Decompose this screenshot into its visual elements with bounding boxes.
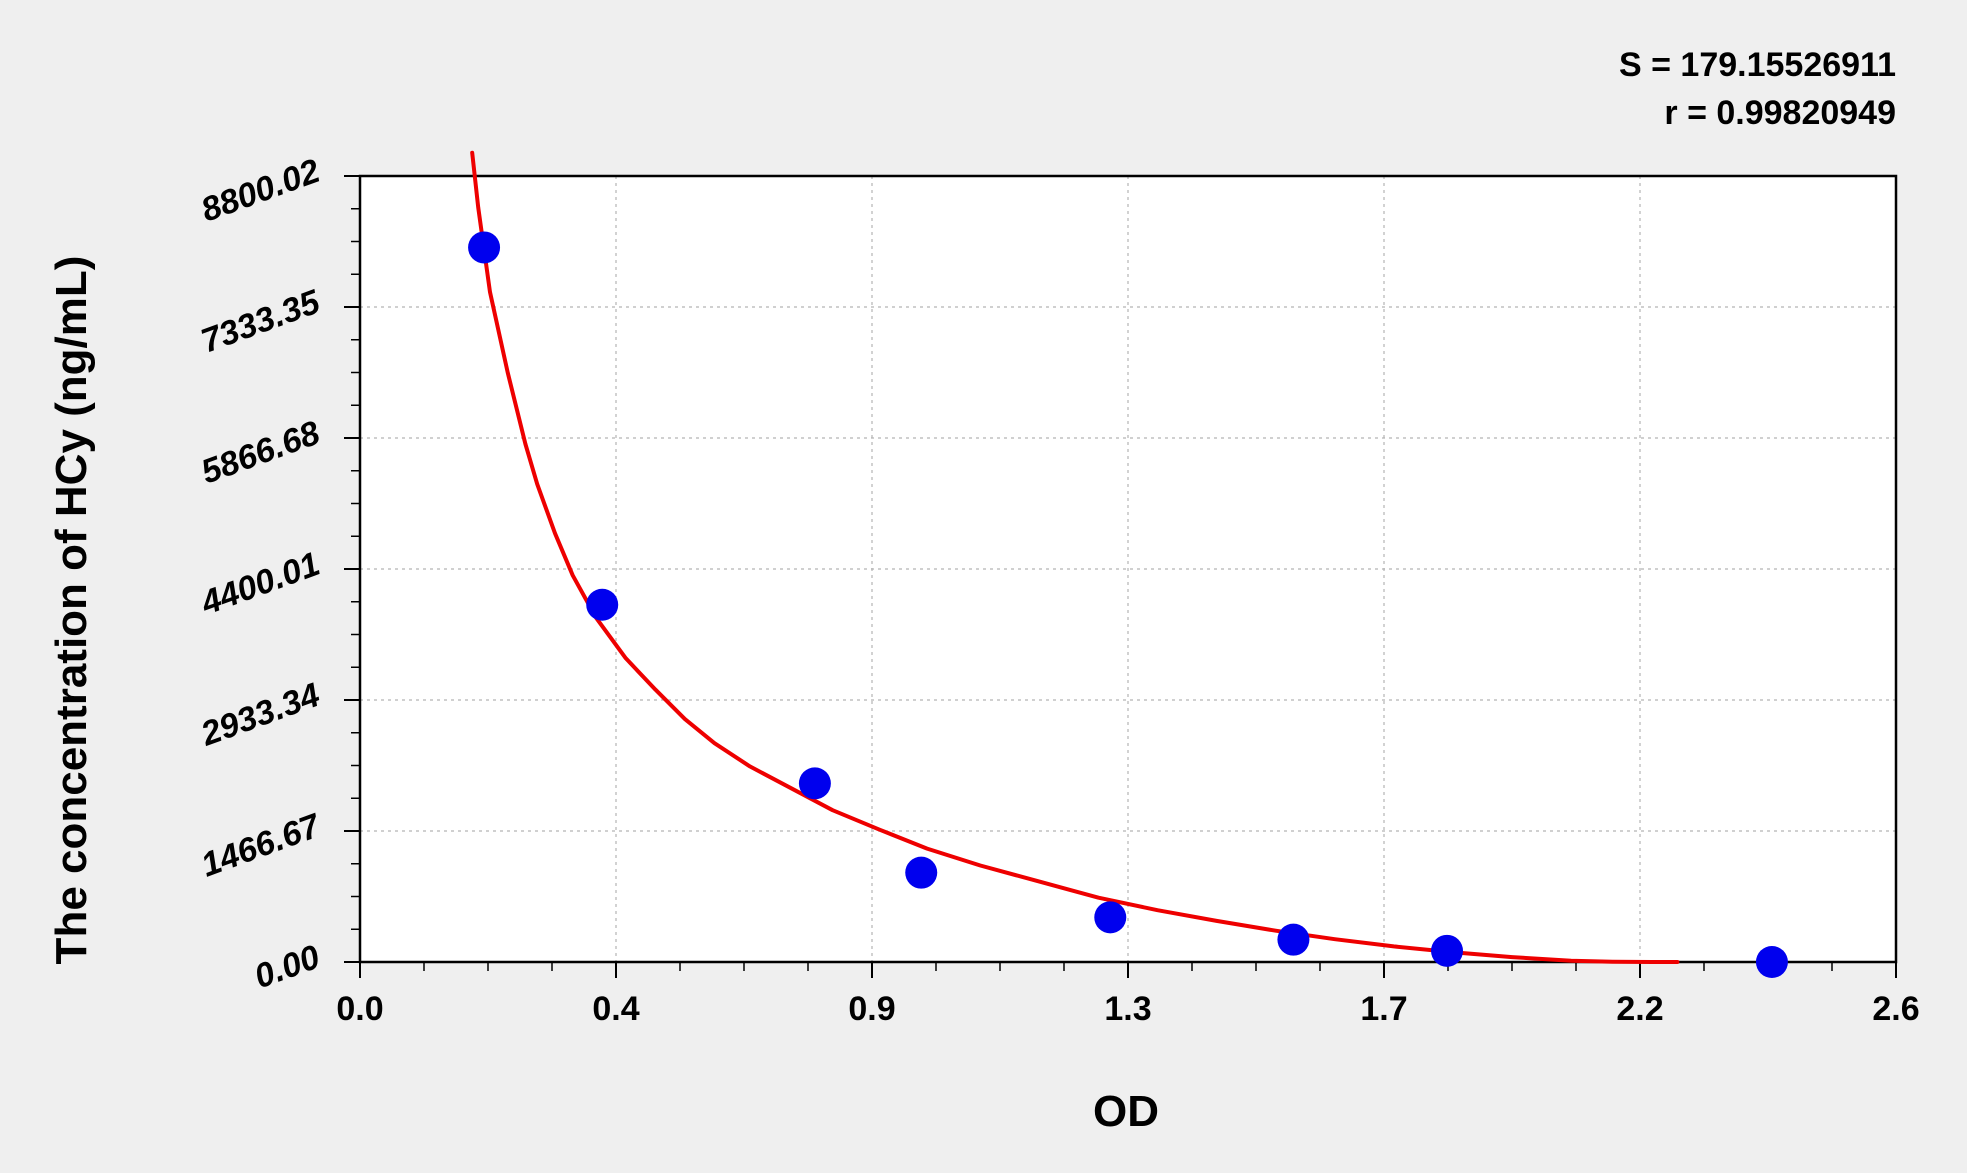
x-tick-label: 0.9: [848, 990, 895, 1028]
grid-lines: [360, 176, 1896, 962]
y-tick-label: 2933.34: [195, 676, 325, 754]
x-tick-label: 2.6: [1872, 990, 1919, 1028]
y-tick-label: 4400.01: [195, 545, 324, 623]
x-axis-title: OD: [1093, 1087, 1159, 1136]
data-point: [1431, 934, 1464, 967]
r-statistic: r = 0.99820949: [1664, 94, 1896, 132]
data-point: [468, 231, 501, 264]
data-series: [468, 150, 1788, 978]
x-tick-label: 2.2: [1616, 990, 1663, 1028]
major-ticks: [344, 175, 1897, 978]
data-point: [1755, 946, 1788, 978]
data-point: [586, 588, 619, 621]
y-tick-label: 0.00: [250, 938, 325, 996]
y-tick-label: 1466.67: [196, 806, 326, 884]
x-tick-label: 0.0: [336, 990, 383, 1028]
x-tick-label: 0.4: [592, 990, 639, 1028]
y-tick-label: 5866.68: [196, 414, 325, 492]
y-tick-label: 7333.35: [196, 282, 326, 360]
s-statistic: S = 179.15526911: [1619, 46, 1896, 84]
x-tick-label: 1.3: [1104, 990, 1151, 1028]
data-point: [798, 767, 831, 800]
y-axis-title: The concentration of HCy (ng/mL): [47, 256, 96, 965]
data-point: [1094, 901, 1127, 934]
y-tick-label: 8800.02: [196, 152, 325, 230]
data-point: [905, 856, 938, 889]
minor-ticks: [351, 208, 1833, 971]
x-tick-label: 1.7: [1360, 990, 1407, 1028]
data-point: [1277, 923, 1310, 956]
plot-frame: [358, 174, 1898, 964]
